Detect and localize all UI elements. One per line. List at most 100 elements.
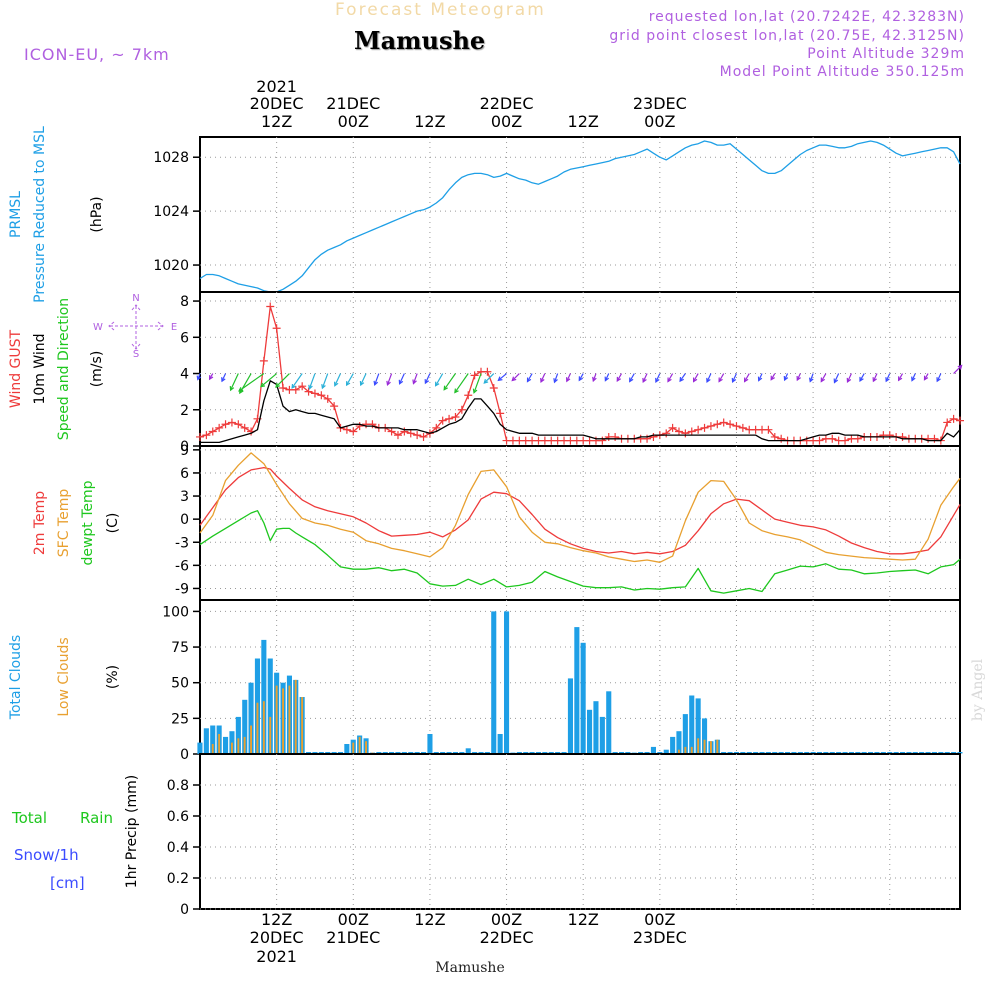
wind-arrow-head: [386, 380, 391, 386]
low-cloud-bar: [703, 739, 706, 754]
top-hour-label: 00Z: [644, 112, 675, 131]
total-cloud-bar: [318, 752, 324, 754]
gust-marker: [496, 409, 505, 418]
gust-marker: [662, 429, 671, 438]
wind-arrow-head: [655, 377, 660, 384]
total-cloud-bar: [650, 746, 656, 754]
total-cloud-bar: [587, 709, 593, 754]
bottom-date-label: 20DEC: [250, 928, 304, 947]
wind-direction-arrow: [291, 373, 303, 389]
wind-direction-arrow: [898, 373, 904, 381]
gust-marker: [432, 423, 441, 432]
low-cloud-bar: [256, 702, 259, 754]
wind-direction-arrow: [221, 373, 227, 382]
wind-arrow-head: [667, 377, 672, 383]
bottom-hour-label: 00Z: [644, 910, 675, 929]
gust-marker: [208, 427, 217, 436]
top-date-label: 21DEC: [326, 94, 380, 113]
wind-direction-arrow: [592, 373, 597, 382]
wind-direction-arrow: [386, 373, 393, 386]
wind-arrow-head: [373, 380, 379, 386]
wind-arrow-head: [553, 378, 558, 384]
total-cloud-bar: [446, 752, 452, 754]
total-cloud-bar: [931, 752, 937, 754]
total-cloud-bar: [337, 752, 343, 754]
gust-marker: [438, 416, 447, 425]
wind-arrow-head: [221, 377, 226, 383]
total-cloud-bar: [376, 752, 382, 754]
total-cloud-bar: [555, 752, 561, 754]
gust-marker: [777, 434, 786, 443]
total-cloud-bar: [797, 752, 803, 754]
wind-direction-arrow: [911, 373, 916, 381]
wind-arrow-head: [911, 376, 916, 382]
total-cloud-bar: [657, 752, 663, 754]
axis-label: (C): [105, 513, 121, 534]
total-cloud-bar: [619, 752, 625, 754]
wind-arrow-head: [443, 385, 448, 391]
wind-direction-arrow: [667, 373, 674, 382]
y-tick-label: 0.2: [167, 871, 189, 887]
wind-direction-arrow: [809, 373, 814, 382]
total-cloud-bar: [727, 752, 733, 754]
gust-marker: [489, 384, 498, 393]
total-cloud-bar: [580, 642, 586, 754]
low-cloud-bar: [352, 742, 355, 754]
wind-direction-arrow: [820, 373, 827, 382]
low-cloud-bar: [231, 742, 233, 754]
gust-marker: [291, 385, 300, 394]
total-cloud-bar: [452, 752, 458, 754]
total-cloud-bar: [721, 752, 727, 754]
total-cloud-bar: [197, 742, 203, 754]
gust-marker: [317, 391, 326, 400]
gust-marker: [240, 423, 249, 432]
precip-frame: [199, 753, 961, 910]
low-cloud-bar: [243, 736, 246, 754]
total-cloud-bar: [861, 752, 867, 754]
bottom-date-label: 23DEC: [633, 928, 687, 947]
gust-marker: [304, 387, 313, 396]
gust-marker: [202, 431, 211, 440]
wind-arrow-head: [454, 388, 459, 394]
axis-label: 2m Temp: [32, 491, 48, 555]
total-cloud-bar: [599, 716, 605, 754]
wind-arrow-head: [526, 377, 532, 383]
total-cloud-bar: [868, 752, 874, 754]
total-cloud-bar: [561, 752, 567, 754]
gust-marker: [764, 425, 773, 434]
total-cloud-bar: [682, 714, 688, 754]
total-cloud-bar: [484, 752, 490, 754]
wind-arrow-head: [833, 378, 839, 384]
wind-arrow-head: [936, 377, 941, 383]
gust-marker: [732, 422, 741, 431]
wind-arrow-head: [275, 382, 280, 388]
total-cloud-bar: [702, 718, 708, 754]
wind-direction-arrow: [616, 373, 623, 382]
gust-marker: [310, 389, 319, 398]
wind-direction-arrow: [872, 373, 878, 382]
wind-arrow-head: [706, 377, 711, 384]
y-tick-label: 9: [180, 443, 189, 459]
total-cloud-bar: [440, 752, 446, 754]
wind-arrow-head: [796, 375, 801, 382]
compass-north: N: [132, 293, 139, 304]
gust-marker: [323, 394, 332, 403]
page-title: Forecast Meteogram: [335, 0, 546, 20]
axis-label: 1hr Precip (mm): [124, 775, 140, 888]
gust-marker: [674, 427, 683, 436]
axis-label: Total Clouds: [8, 635, 24, 720]
wind-direction-arrow: [655, 373, 661, 383]
location-title: Mamushe: [354, 26, 486, 55]
total-cloud-bar: [855, 752, 861, 754]
total-cloud-bar: [791, 752, 797, 754]
wind-arrow-head: [616, 376, 622, 382]
gust-marker: [841, 436, 850, 445]
total-cloud-bar: [248, 682, 254, 754]
top-date-label: 20DEC: [250, 94, 304, 113]
wind-direction-arrow: [553, 373, 559, 383]
total-cloud-bar: [401, 752, 407, 754]
compass-rose: [108, 304, 164, 350]
gust-marker: [215, 423, 224, 432]
wind-arrow-head: [511, 376, 517, 382]
gust-marker: [234, 420, 243, 429]
